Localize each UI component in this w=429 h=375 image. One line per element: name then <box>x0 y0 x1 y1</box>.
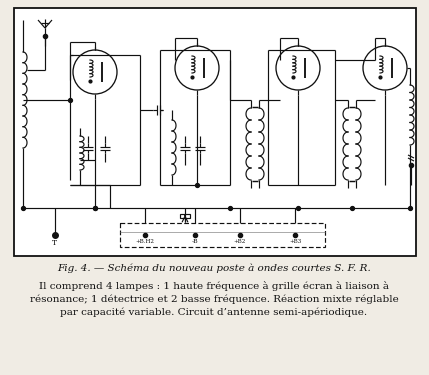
Text: +B.H2: +B.H2 <box>136 239 154 244</box>
Text: par capacité variable. Circuit d’antenne semi-apériodique.: par capacité variable. Circuit d’antenne… <box>60 308 368 317</box>
Text: +B2: +B2 <box>234 239 246 244</box>
Text: Fig. 4. — Schéma du nouveau poste à ondes courtes S. F. R.: Fig. 4. — Schéma du nouveau poste à onde… <box>57 264 371 273</box>
Text: -B: -B <box>192 239 198 244</box>
Bar <box>180 214 190 218</box>
Text: résonance; 1 détectrice et 2 basse fréquence. Réaction mixte réglable: résonance; 1 détectrice et 2 basse fréqu… <box>30 294 399 304</box>
Text: T: T <box>52 239 57 247</box>
Text: Il comprend 4 lampes : 1 haute fréquence à grille écran à liaison à: Il comprend 4 lampes : 1 haute fréquence… <box>39 281 389 291</box>
Bar <box>14 8 416 256</box>
Bar <box>120 223 325 247</box>
Text: +B3: +B3 <box>289 239 301 244</box>
